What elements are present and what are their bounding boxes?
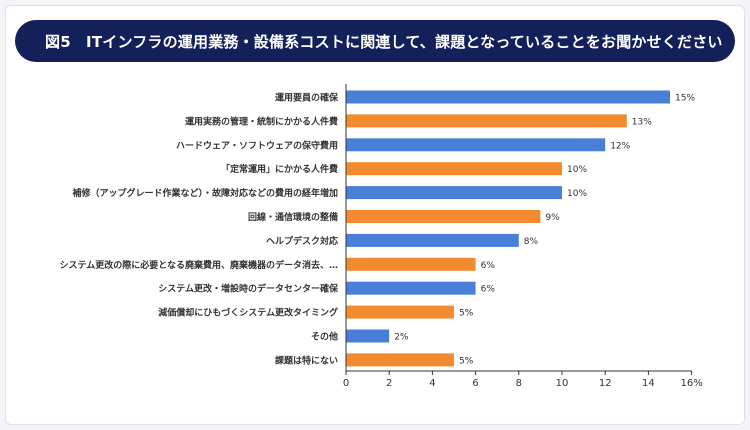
- category-label: システム更改の際に必要となる廃棄費用、廃棄機器のデータ消去、…: [60, 259, 338, 271]
- bar: [346, 281, 476, 295]
- bar: [346, 138, 606, 152]
- category-label: 「定常運用」にかかる人件費: [221, 163, 338, 175]
- x-tick-label: 16%: [680, 378, 702, 389]
- x-tick-label: 4: [429, 378, 435, 389]
- category-label: ヘルプデスク対応: [266, 235, 338, 247]
- category-label: システム更改・増設時のデータセンター確保: [158, 283, 339, 295]
- x-tick-label: 0: [343, 378, 349, 389]
- bar: [346, 210, 541, 223]
- x-tick-label: 14: [642, 378, 655, 389]
- category-label: 回線・通信環境の整備: [248, 211, 338, 223]
- value-label: 10%: [567, 165, 587, 175]
- category-label: 課題は特にない: [275, 354, 338, 366]
- category-label: ハードウェア・ソフトウェアの保守費用: [176, 139, 338, 151]
- bar: [346, 233, 519, 247]
- value-label: 9%: [545, 213, 560, 223]
- value-label: 12%: [610, 141, 630, 151]
- value-label: 10%: [567, 189, 587, 199]
- value-label: 6%: [481, 285, 496, 295]
- category-label: 運用実務の管理・統制にかかる人件費: [185, 115, 338, 127]
- bar: [346, 186, 562, 200]
- category-label: 補修（アップグレード作業など）・故障対応などの費用の経年増加: [71, 187, 338, 199]
- value-label: 8%: [524, 237, 539, 247]
- x-tick-label: 6: [472, 378, 478, 389]
- bar: [346, 257, 476, 271]
- bar: [346, 329, 390, 343]
- value-label: 15%: [675, 94, 695, 104]
- bar: [346, 114, 627, 128]
- x-tick-label: 10: [556, 378, 569, 389]
- x-tick-label: 12: [599, 378, 612, 389]
- value-label: 2%: [394, 333, 409, 343]
- bar: [346, 162, 562, 176]
- bar: [346, 353, 454, 367]
- bar: [346, 305, 454, 319]
- value-label: 6%: [481, 261, 496, 271]
- title-bar: 図5 ITインフラの運用業務・設備系コストに関連して、課題となっていることをお聞…: [15, 20, 735, 62]
- value-label: 5%: [459, 356, 474, 366]
- value-label: 13%: [632, 117, 652, 127]
- value-label: 5%: [459, 309, 474, 319]
- bar: [346, 90, 670, 104]
- chart-title: 図5 ITインフラの運用業務・設備系コストに関連して、課題となっていることをお聞…: [45, 32, 723, 51]
- category-label: その他: [311, 331, 338, 343]
- category-label: 減価償却にひもづくシステム更改タイミング: [158, 307, 338, 319]
- x-tick-label: 2: [386, 378, 392, 389]
- x-tick-label: 8: [516, 378, 522, 389]
- category-label: 運用要員の確保: [275, 92, 339, 104]
